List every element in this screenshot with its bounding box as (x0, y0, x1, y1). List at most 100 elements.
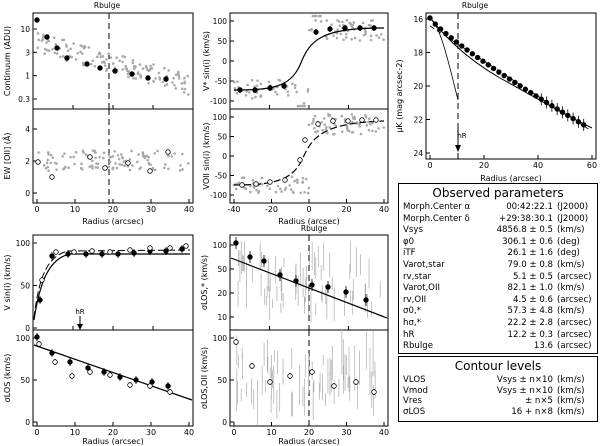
vstar-gray-point (274, 90, 277, 94)
sb-xtick-label: 40 (533, 161, 543, 170)
vgas-gray-point (358, 122, 361, 126)
param-value: 26.1 ± 1.6 (507, 248, 553, 259)
ew-gray-point (49, 153, 53, 157)
siglos-ylabel: σLOS (km/s) (3, 354, 12, 403)
contour-name: Vres (403, 396, 422, 406)
vgas-gray-point (312, 117, 315, 121)
vstar-gray-point (325, 37, 329, 41)
vrot-ytick-label: 0 (25, 324, 30, 333)
vstar-ylabel: V* sin(i) (km/s) (202, 31, 211, 91)
contour-row: σLOS 16 + n×8 (km/s) (399, 407, 597, 418)
vstar-gray-point (275, 92, 279, 96)
vgas-gray-point (321, 128, 324, 132)
vstar-point (313, 29, 319, 35)
continuum-gray-point (105, 69, 108, 72)
vgas-gray-point (382, 126, 386, 129)
ew-gray-point (179, 164, 182, 167)
continuum-rbulge-label: Rbulge (94, 1, 121, 10)
ew-gray-point (116, 154, 120, 157)
observed-parameters-box: Observed parameters Morph.Center α 00:42:… (398, 183, 598, 354)
vstar-gray-point (259, 82, 263, 86)
vgas-point (315, 121, 321, 127)
continuum-gray-point (127, 75, 130, 79)
ew-xtick-label: 0 (34, 205, 39, 214)
ew-gray-point (46, 165, 50, 169)
continuum-gray-point (167, 69, 171, 72)
vgas-gray-point (276, 184, 280, 188)
siggas-point (287, 373, 293, 379)
ew-gray-point (82, 151, 85, 154)
continuum-point (54, 45, 60, 51)
sb-point (528, 89, 534, 96)
ew-gray-point (42, 164, 46, 167)
continuum-point (34, 17, 40, 23)
ew-xtick-label: 30 (146, 205, 156, 214)
vstar-ytick-label: -100 (210, 97, 227, 106)
contour-value: Vsys ± n×10 (496, 375, 553, 385)
vgas-point (267, 179, 273, 185)
vstar-gray-point (233, 86, 237, 90)
ew-gray-point (137, 153, 140, 156)
continuum-gray-point (40, 39, 44, 42)
vgas-gray-point (299, 191, 302, 195)
siggas-xtick-label: 30 (341, 428, 351, 437)
sigstar-point (363, 297, 369, 303)
siglos-gas-point (52, 359, 58, 365)
sigstar-point (247, 254, 253, 260)
sb-point (543, 99, 550, 106)
contour-name: VLOS (403, 375, 426, 385)
sb-bulge-curve (429, 17, 459, 101)
vstar-gray-point (338, 24, 342, 28)
vgas-gray-point (249, 190, 252, 194)
siglos-gas-point (69, 373, 75, 379)
vrot-gas-point (71, 249, 77, 255)
continuum-gray-point (180, 87, 184, 90)
vrot-star-point (37, 297, 43, 303)
vgas-gray-point (255, 188, 258, 192)
siggas-ylabel: σLOS,OII (km/s) (200, 347, 209, 409)
continuum-gray-point (52, 36, 56, 40)
ew-point (35, 159, 41, 165)
siggas-point (267, 379, 273, 385)
vstar-gray-point (336, 28, 339, 32)
param-value: 79.0 ± 0.8 (507, 260, 553, 270)
ew-gray-point (55, 168, 58, 172)
continuum-point (44, 34, 50, 40)
vgas-gray-point (340, 130, 344, 134)
ew-gray-point (84, 153, 88, 156)
sb-hr-label: hR (457, 132, 466, 140)
contour-row: Vres ± n×5 (km/s) (399, 396, 597, 407)
vgas-ytick-label: 50 (217, 133, 227, 142)
vstar-gray-point (246, 83, 249, 87)
sb-rbulge-label: Rbulge (462, 1, 489, 10)
ew-gray-point (141, 152, 145, 155)
sigstar-rbulge-label: Rbulge (301, 224, 328, 233)
vrot-ylabel: V sin(i) (km/s) (3, 254, 12, 310)
vstar-gray-point (295, 90, 298, 94)
continuum-gray-point (81, 61, 85, 65)
vstar-gray-point (345, 36, 348, 39)
vgas-xlabel: Radius (arcsec) (278, 217, 340, 226)
vstar-ytick-label: -50 (215, 77, 227, 86)
ew-gray-point (45, 161, 49, 165)
siglos-star-point (67, 359, 73, 365)
vstar-gray-point (236, 80, 239, 83)
contour-name: σLOS (403, 406, 426, 417)
sb-point (485, 62, 491, 68)
param-unit: (arcsec) (557, 271, 592, 282)
ew-gray-point (94, 166, 98, 169)
vgas-gray-point (358, 125, 362, 128)
param-name: Vsys (403, 225, 423, 236)
vstar-point (371, 25, 377, 31)
vstar-point (357, 25, 363, 31)
vgas-xtick-label: 40 (379, 205, 389, 214)
siglos-gas-point (147, 383, 153, 389)
param-value: +29:38:30.1 (499, 213, 553, 224)
vgas-point (330, 118, 336, 124)
ew-gray-point (170, 155, 174, 158)
ew-ytick-label: 4 (25, 125, 30, 134)
continuum-gray-point (158, 75, 161, 79)
ew-gray-point (147, 161, 151, 165)
vgas-gray-point (324, 128, 328, 131)
param-value: 22.2 ± 2.8 (507, 318, 553, 328)
